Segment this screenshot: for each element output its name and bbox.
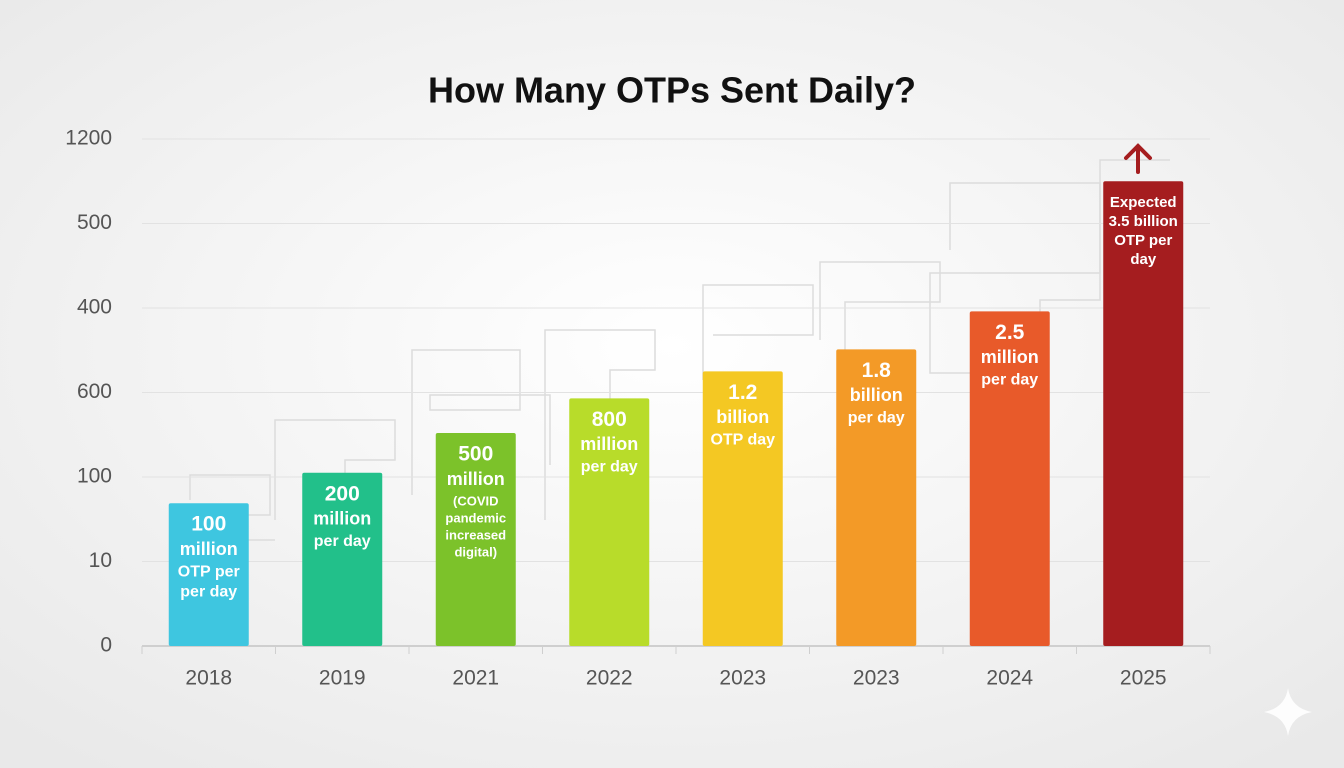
bar (569, 398, 650, 646)
y-tick-label: 0 (100, 634, 112, 657)
bar-label: 500 (458, 443, 493, 466)
x-tick-label: 2022 (586, 667, 633, 690)
bar-label: increased (445, 527, 506, 542)
x-tick-label: 2025 (1120, 667, 1167, 690)
x-tick-label: 2024 (986, 667, 1033, 690)
bar-label: OTP per (1114, 232, 1172, 249)
bar (836, 349, 917, 646)
y-tick-label: 10 (89, 549, 112, 572)
bar-label: per day (314, 533, 371, 550)
bar-label: million (981, 347, 1039, 367)
bar-label: per day (981, 372, 1038, 389)
bar (702, 371, 783, 646)
bar-label: million (580, 434, 638, 454)
bar-label: (COVID (453, 493, 499, 508)
x-tick-label: 2018 (185, 667, 232, 690)
bar (969, 311, 1050, 646)
x-tick-label: 2019 (319, 667, 366, 690)
bar-label: 1.8 (862, 359, 892, 382)
bar-label: million (180, 539, 238, 559)
y-tick-label: 1200 (65, 127, 112, 150)
bar-label: 800 (592, 408, 627, 431)
y-tick-label: 500 (77, 211, 112, 234)
bar (435, 433, 516, 646)
bar-label: 1.2 (728, 381, 757, 404)
bar (302, 472, 383, 646)
bar-label: OTP per (178, 563, 240, 580)
sparkle (1264, 688, 1312, 736)
bar-label: per day (581, 459, 638, 476)
arrow-up (1124, 143, 1152, 174)
bar-label: per day (180, 583, 237, 600)
bar-label: million (313, 509, 371, 529)
bar-label: OTP day (710, 432, 775, 449)
bar-label: 3.5 billion (1109, 213, 1178, 230)
y-tick-label: 400 (77, 296, 112, 319)
chart-title: How Many OTPs Sent Daily? (428, 70, 916, 111)
bar-label: million (447, 469, 505, 489)
bar-label: digital) (454, 544, 497, 559)
x-tick-label: 2021 (452, 667, 499, 690)
bar-label: Expected (1110, 194, 1177, 211)
bar-label: 2.5 (995, 321, 1025, 344)
bar-label: day (1130, 251, 1157, 268)
bar-label: per day (848, 410, 905, 427)
x-tick-label: 2023 (719, 667, 766, 690)
bar-label: billion (716, 407, 769, 427)
x-tick-label: 2023 (853, 667, 900, 690)
bar-label: 200 (325, 482, 360, 505)
bar-label: 100 (191, 513, 226, 536)
bar-label: billion (850, 385, 903, 405)
bar (168, 503, 249, 646)
y-tick-label: 600 (77, 380, 112, 403)
bar-label: pandemic (445, 510, 506, 525)
bar (1103, 181, 1184, 646)
y-tick-label: 100 (77, 465, 112, 488)
